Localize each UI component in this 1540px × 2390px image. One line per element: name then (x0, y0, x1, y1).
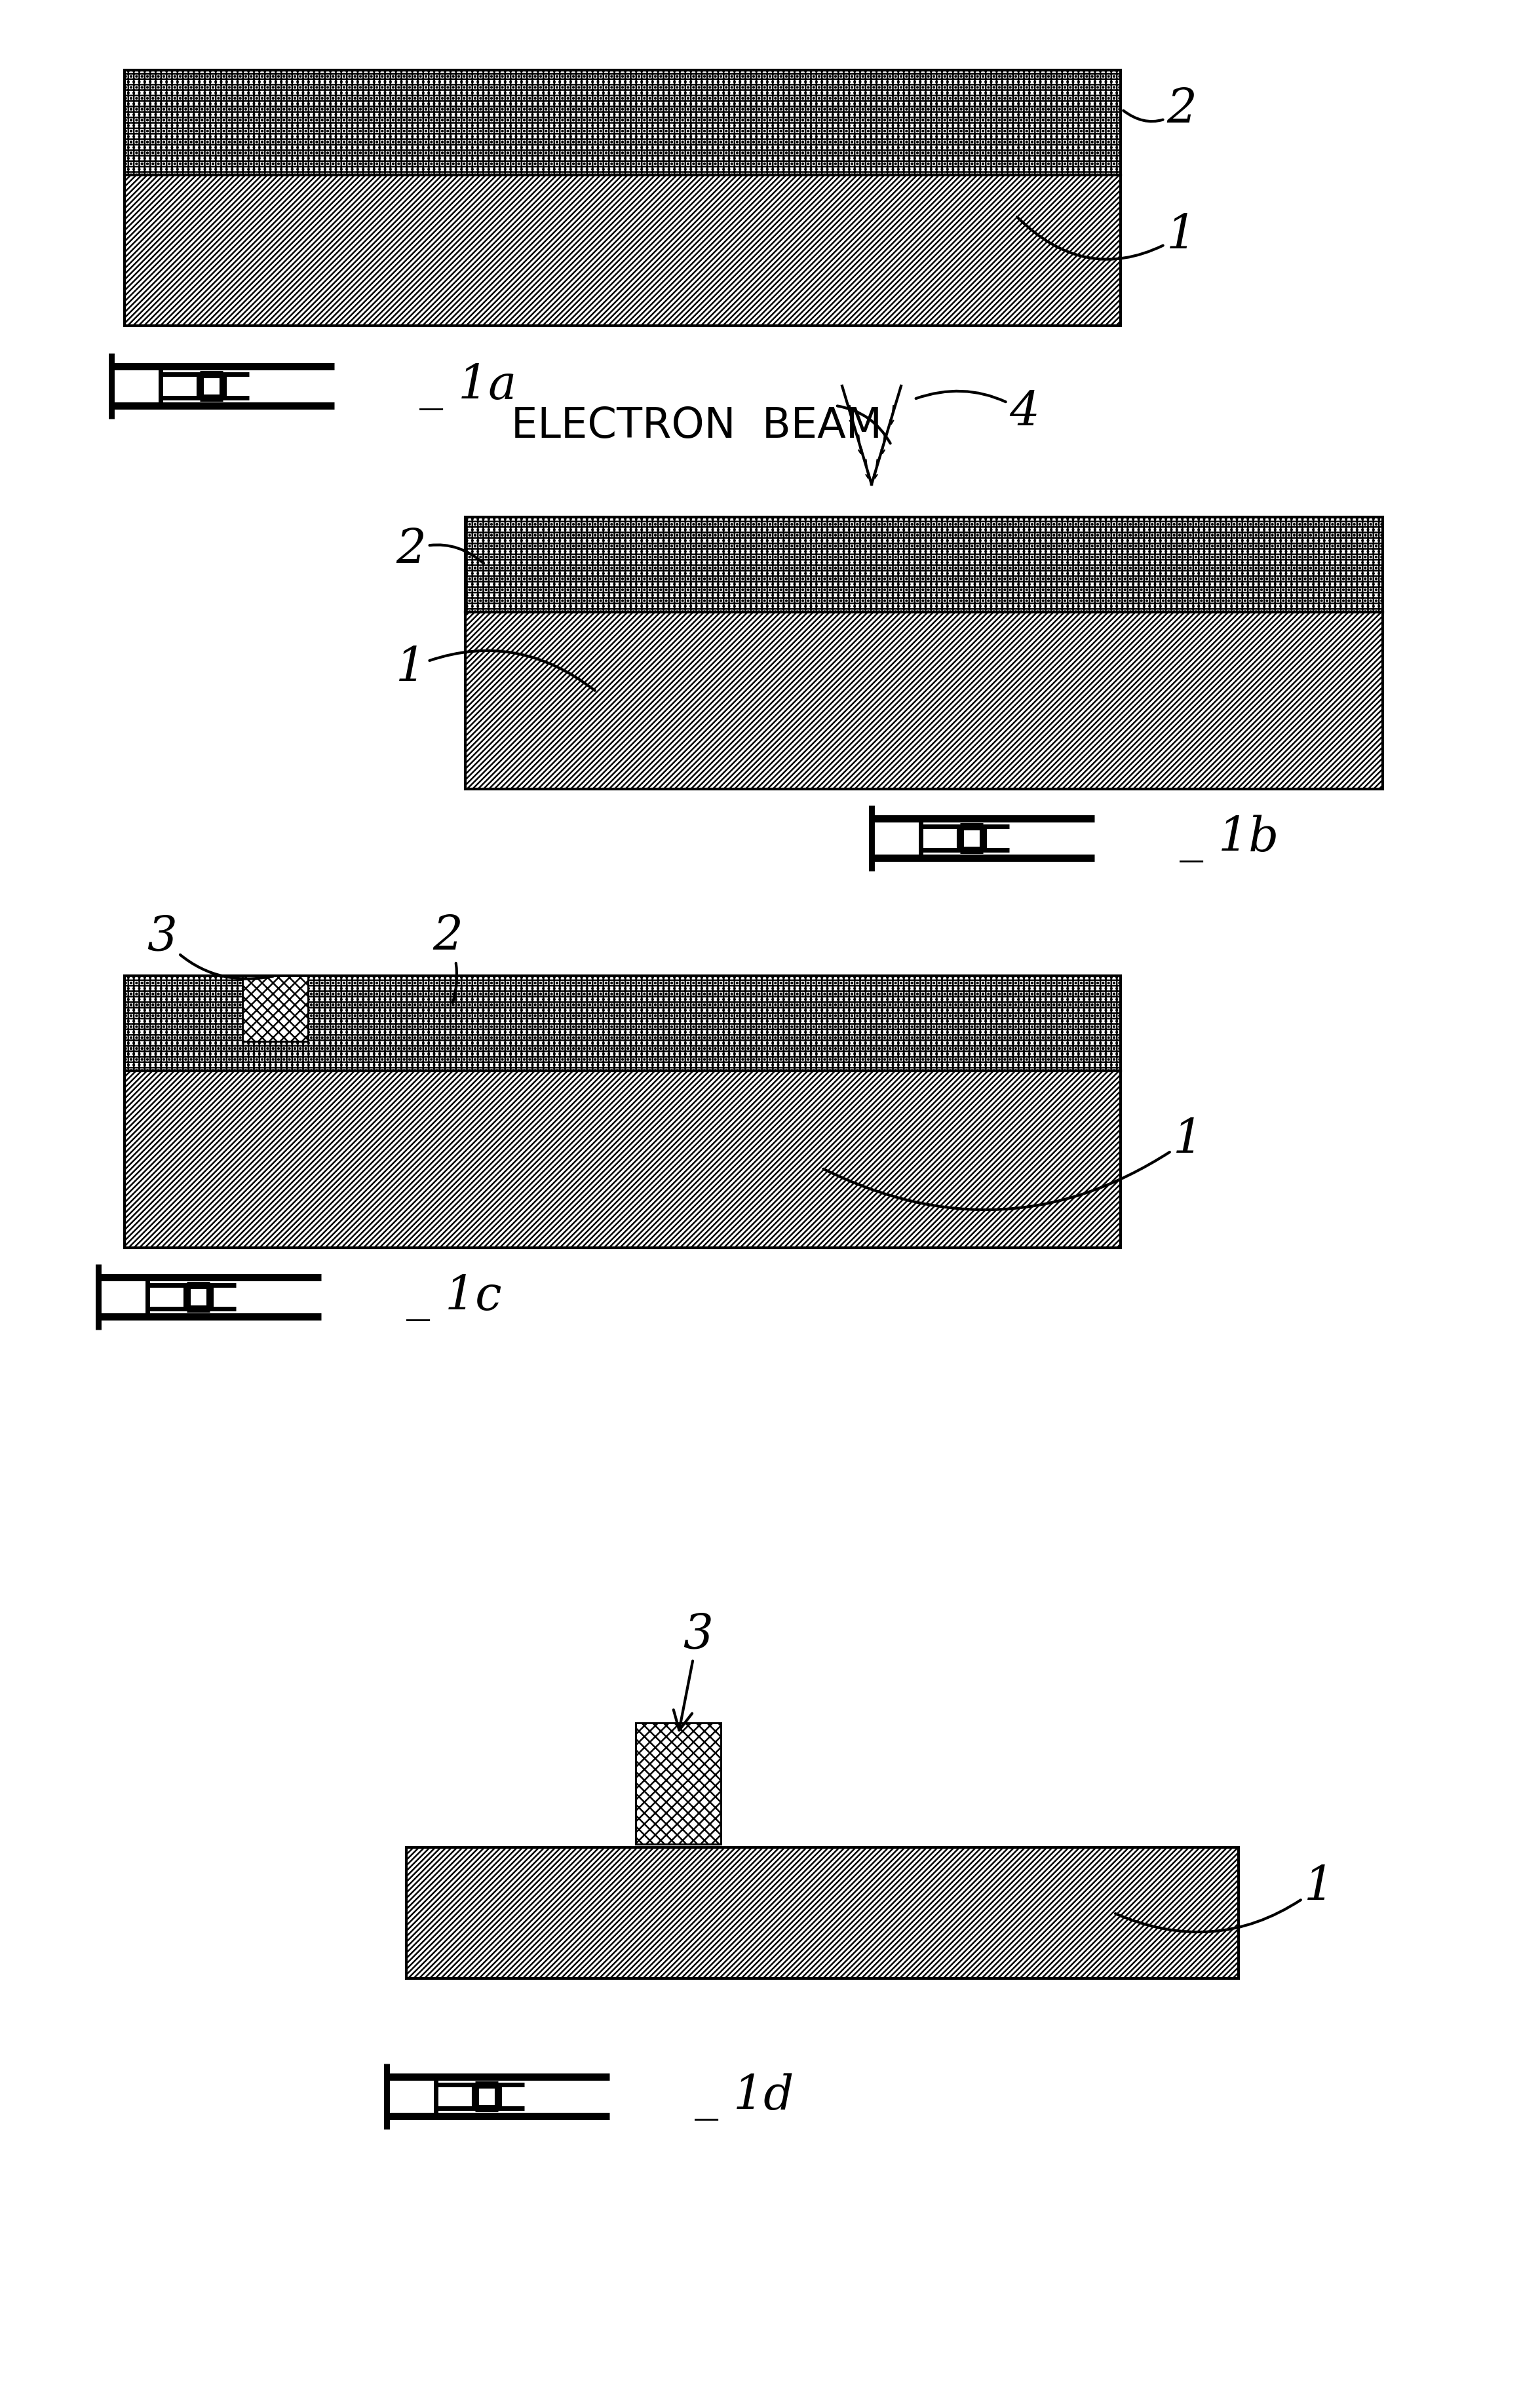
Text: 1: 1 (824, 1116, 1203, 1209)
Text: _ 1b: _ 1b (1180, 815, 1278, 863)
Text: 2: 2 (396, 528, 484, 574)
Text: ELECTRON  BEAM: ELECTRON BEAM (511, 406, 882, 447)
Bar (125, 975, 1121, 1071)
Text: 1: 1 (1016, 213, 1197, 261)
Text: 2: 2 (1123, 86, 1197, 134)
Text: _ 1a: _ 1a (419, 363, 516, 411)
Text: 4: 4 (916, 390, 1040, 435)
Text: 1: 1 (1115, 1864, 1334, 1931)
Text: 1: 1 (396, 645, 594, 691)
Bar (465, 519, 1383, 612)
Text: _ 1d: _ 1d (695, 2072, 793, 2120)
Bar (125, 72, 1121, 174)
Bar (636, 1723, 721, 1845)
Bar (465, 519, 1383, 612)
Bar (242, 975, 308, 1042)
Bar (125, 72, 1121, 174)
Text: 3: 3 (673, 1611, 713, 1730)
Bar (407, 1847, 1238, 1979)
Text: _ 1c: _ 1c (407, 1274, 502, 1322)
Bar (125, 975, 1121, 1071)
Bar (465, 612, 1383, 789)
Bar (125, 174, 1121, 327)
Text: 2: 2 (433, 913, 462, 1004)
Text: 3: 3 (146, 913, 274, 980)
Bar (125, 1071, 1121, 1248)
